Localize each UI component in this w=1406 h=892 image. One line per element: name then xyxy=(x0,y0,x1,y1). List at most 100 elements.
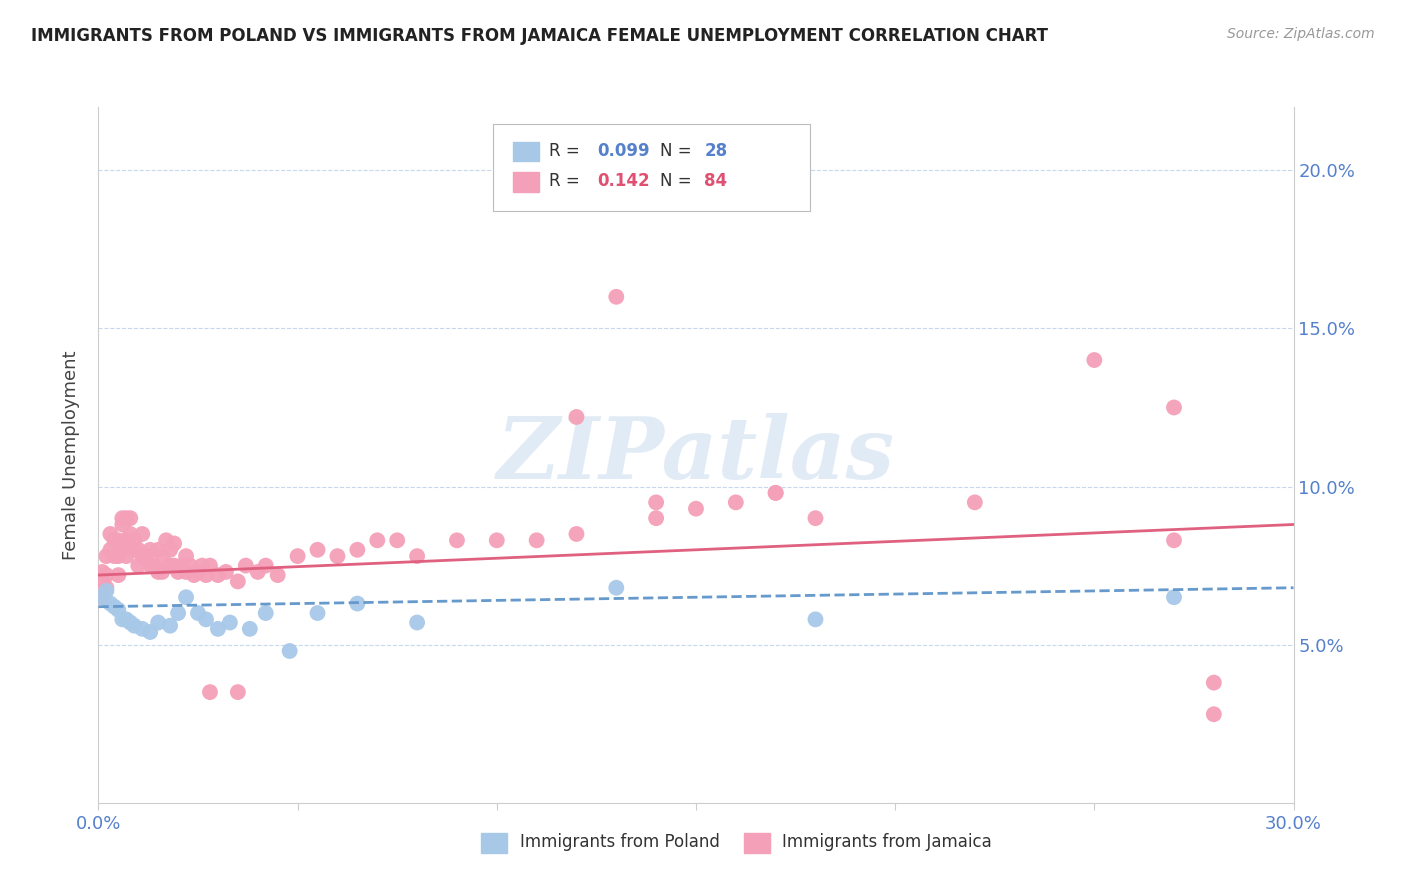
Point xyxy=(91,574,114,589)
Point xyxy=(195,568,218,582)
Point xyxy=(120,527,142,541)
Point xyxy=(120,511,142,525)
Point xyxy=(159,542,181,557)
Point xyxy=(226,574,249,589)
Text: Immigrants from Jamaica: Immigrants from Jamaica xyxy=(782,833,991,852)
Point xyxy=(120,615,142,630)
Text: 28: 28 xyxy=(704,142,727,160)
Point xyxy=(139,625,162,640)
Point xyxy=(565,527,588,541)
Point xyxy=(1163,533,1185,548)
Point xyxy=(187,606,209,620)
Point xyxy=(1163,401,1185,415)
Point xyxy=(198,558,221,573)
Point xyxy=(446,533,468,548)
Point xyxy=(124,533,146,548)
Point xyxy=(103,599,125,614)
Point xyxy=(131,622,153,636)
Point xyxy=(127,542,149,557)
Text: R =: R = xyxy=(548,142,585,160)
Point xyxy=(1163,591,1185,605)
Point xyxy=(124,542,146,557)
Point xyxy=(366,533,388,548)
Point xyxy=(96,583,118,598)
Point xyxy=(246,565,269,579)
Point xyxy=(107,568,129,582)
Point xyxy=(139,542,162,557)
Point xyxy=(1202,707,1225,722)
Point xyxy=(1202,675,1225,690)
Point xyxy=(183,568,205,582)
Point xyxy=(765,486,787,500)
Point xyxy=(219,615,242,630)
Point xyxy=(115,612,138,626)
Point xyxy=(804,511,827,525)
Text: N =: N = xyxy=(661,172,697,191)
Text: 0.099: 0.099 xyxy=(596,142,650,160)
Point xyxy=(167,565,190,579)
Point xyxy=(605,290,627,304)
Point xyxy=(96,581,118,595)
Point xyxy=(131,527,153,541)
Point xyxy=(215,565,238,579)
Point xyxy=(111,612,134,626)
Point xyxy=(139,558,162,573)
Text: ZIPatlas: ZIPatlas xyxy=(496,413,896,497)
Point xyxy=(103,533,125,548)
Point xyxy=(163,536,186,550)
Point xyxy=(278,644,301,658)
Point xyxy=(107,603,129,617)
Point xyxy=(191,558,214,573)
Point xyxy=(111,542,134,557)
Point xyxy=(385,533,409,548)
Point xyxy=(287,549,309,563)
Point xyxy=(148,615,170,630)
Point xyxy=(1083,353,1105,368)
FancyBboxPatch shape xyxy=(494,124,810,211)
Bar xyxy=(513,172,540,192)
Point xyxy=(207,622,229,636)
Point xyxy=(406,549,429,563)
Point xyxy=(174,565,197,579)
Point xyxy=(207,568,229,582)
Point xyxy=(254,606,277,620)
Point xyxy=(163,558,186,573)
Point xyxy=(150,549,173,563)
Point xyxy=(526,533,548,548)
Point xyxy=(645,511,668,525)
Point xyxy=(174,549,197,563)
Point xyxy=(804,612,827,626)
Point xyxy=(150,565,173,579)
Point xyxy=(724,495,747,509)
Point xyxy=(111,511,134,525)
Point xyxy=(159,558,181,573)
Point xyxy=(565,409,588,424)
Point xyxy=(115,511,138,525)
Point xyxy=(148,565,170,579)
Point xyxy=(98,527,122,541)
Point xyxy=(307,606,329,620)
Bar xyxy=(481,833,508,853)
Point xyxy=(124,618,146,632)
Point xyxy=(96,568,118,582)
Bar xyxy=(513,142,540,161)
Point xyxy=(235,558,257,573)
Point xyxy=(187,565,209,579)
Point xyxy=(307,542,329,557)
Point xyxy=(765,486,787,500)
Point xyxy=(127,558,149,573)
Point xyxy=(91,565,114,579)
Point xyxy=(254,558,277,573)
Point xyxy=(195,612,218,626)
Point xyxy=(143,558,166,573)
Point xyxy=(103,549,125,563)
Point xyxy=(159,618,181,632)
Point xyxy=(226,685,249,699)
Y-axis label: Female Unemployment: Female Unemployment xyxy=(62,351,80,559)
Point xyxy=(267,568,290,582)
Point xyxy=(198,685,221,699)
Point xyxy=(131,549,153,563)
Text: 84: 84 xyxy=(704,172,727,191)
Point xyxy=(98,597,122,611)
Point xyxy=(605,581,627,595)
